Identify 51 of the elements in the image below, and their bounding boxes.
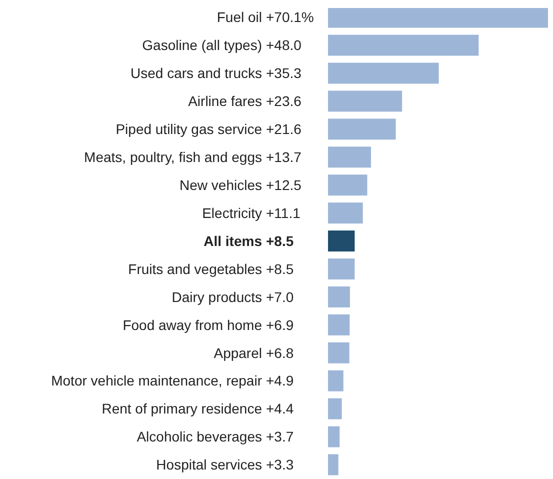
- data-label: +21.6: [266, 121, 302, 138]
- y-tick-label: New vehicles: [180, 176, 262, 193]
- data-label: +35.3: [266, 65, 302, 82]
- bar: [328, 342, 350, 364]
- data-label: +7.0: [266, 288, 294, 305]
- bar: [328, 174, 368, 196]
- y-tick-label: Hospital services: [156, 456, 262, 473]
- data-label: +6.8: [266, 344, 294, 361]
- y-tick-label: Meats, poultry, fish and eggs: [84, 149, 262, 166]
- y-tick-label: Piped utility gas service: [116, 121, 262, 138]
- y-tick-label: Electricity: [202, 204, 262, 221]
- data-label: +48.0: [266, 37, 302, 54]
- bar: [328, 8, 548, 28]
- bar: [328, 118, 396, 140]
- y-tick-label: All items: [204, 232, 262, 249]
- bar: [328, 314, 350, 336]
- bar: [328, 398, 342, 420]
- data-label: +4.9: [266, 372, 294, 389]
- bar: [328, 90, 402, 112]
- data-label: +6.9: [266, 316, 294, 333]
- data-label: +11.1: [266, 204, 301, 221]
- y-tick-label: Rent of primary residence: [102, 400, 262, 417]
- y-tick-label: Motor vehicle maintenance, repair: [51, 372, 262, 389]
- y-tick-label: Airline fares: [188, 93, 262, 110]
- data-label: +3.7: [266, 428, 294, 445]
- bar: [328, 202, 363, 224]
- bar: [328, 34, 479, 56]
- y-tick-label: Dairy products: [172, 288, 262, 305]
- bar: [328, 370, 344, 392]
- data-label: +23.6: [266, 93, 302, 110]
- bar: [328, 62, 439, 84]
- y-tick-label: Apparel: [214, 344, 262, 361]
- data-label: +8.5: [266, 260, 294, 277]
- bar: [328, 286, 350, 308]
- data-label: +70.1%: [266, 9, 314, 26]
- y-tick-label: Food away from home: [122, 316, 262, 333]
- y-tick-label: Used cars and trucks: [130, 65, 262, 82]
- bar: [328, 426, 340, 448]
- bar: [328, 146, 371, 168]
- bar: [328, 230, 355, 252]
- y-tick-label: Fuel oil: [216, 9, 262, 26]
- y-tick-label: Gasoline (all types): [142, 37, 262, 54]
- data-label: +13.7: [266, 149, 302, 166]
- y-tick-label: Alcoholic beverages: [136, 428, 262, 445]
- data-label: +3.3: [266, 456, 294, 473]
- data-label: +4.4: [266, 400, 294, 417]
- bar: [328, 258, 355, 280]
- data-label: +12.5: [266, 176, 302, 193]
- bar: [328, 454, 338, 476]
- y-tick-label: Fruits and vegetables: [128, 260, 262, 277]
- data-label: +8.5: [266, 232, 294, 249]
